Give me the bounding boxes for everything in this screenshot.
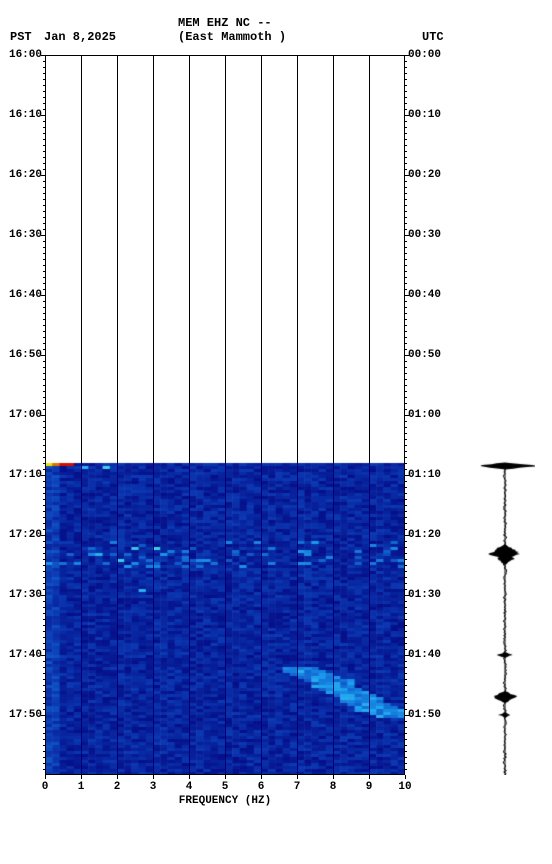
y-axis-left-label: 17:30 xyxy=(9,589,42,601)
timezone-left: PST xyxy=(10,30,32,44)
x-axis-tick-label: 0 xyxy=(42,781,49,793)
x-axis-tick-label: 5 xyxy=(222,781,229,793)
seismogram-trace xyxy=(475,55,535,775)
y-axis-right-label: 00:30 xyxy=(408,229,441,241)
y-axis-left-label: 16:40 xyxy=(9,289,42,301)
y-axis-left-label: 17:00 xyxy=(9,409,42,421)
y-axis-right-label: 01:20 xyxy=(408,529,441,541)
y-axis-left-label: 16:30 xyxy=(9,229,42,241)
x-axis-tick-label: 6 xyxy=(258,781,265,793)
y-axis-right-label: 01:50 xyxy=(408,709,441,721)
x-axis-tick-label: 9 xyxy=(366,781,373,793)
y-axis-right-label: 01:00 xyxy=(408,409,441,421)
date-label: Jan 8,2025 xyxy=(44,30,116,44)
x-axis-tick-label: 1 xyxy=(78,781,85,793)
x-axis-tick-label: 2 xyxy=(114,781,121,793)
y-axis-left-label: 17:50 xyxy=(9,709,42,721)
y-axis-right-label: 00:40 xyxy=(408,289,441,301)
y-axis-left-label: 16:20 xyxy=(9,169,42,181)
station-code: MEM EHZ NC -- xyxy=(178,16,272,30)
y-axis-right-label: 00:20 xyxy=(408,169,441,181)
y-axis-right-label: 01:30 xyxy=(408,589,441,601)
x-axis-title: FREQUENCY (HZ) xyxy=(179,795,271,807)
y-axis-left-label: 16:50 xyxy=(9,349,42,361)
y-axis-left-label: 17:20 xyxy=(9,529,42,541)
y-axis-left-label: 16:10 xyxy=(9,109,42,121)
x-axis-tick-label: 10 xyxy=(398,781,411,793)
y-axis-left-label: 17:10 xyxy=(9,469,42,481)
x-axis-tick-label: 3 xyxy=(150,781,157,793)
x-axis-tick-label: 4 xyxy=(186,781,193,793)
y-axis-right-label: 01:10 xyxy=(408,469,441,481)
timezone-right: UTC xyxy=(422,30,444,44)
spectrogram-plot: FREQUENCY (HZ) 16:0016:1016:2016:3016:40… xyxy=(45,55,405,775)
station-name: (East Mammoth ) xyxy=(178,30,286,44)
x-axis-tick-label: 8 xyxy=(330,781,337,793)
y-axis-right-label: 00:50 xyxy=(408,349,441,361)
y-axis-right-label: 00:00 xyxy=(408,49,441,61)
y-axis-right-label: 00:10 xyxy=(408,109,441,121)
y-axis-right-label: 01:40 xyxy=(408,649,441,661)
x-axis-tick-label: 7 xyxy=(294,781,301,793)
y-axis-left-label: 17:40 xyxy=(9,649,42,661)
y-axis-left-label: 16:00 xyxy=(9,49,42,61)
